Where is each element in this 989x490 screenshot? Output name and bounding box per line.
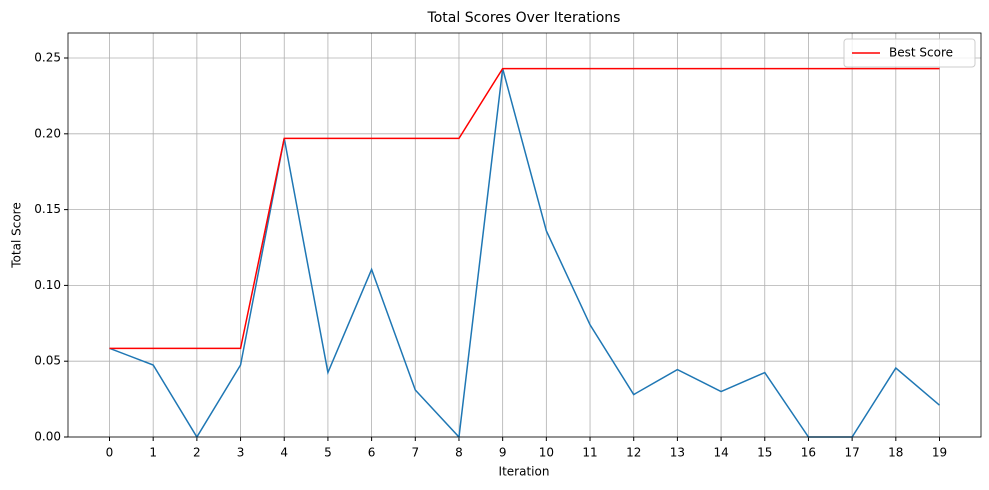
x-tick-label: 12 xyxy=(626,446,641,460)
line-series xyxy=(109,67,940,350)
y-tick-label: 0.15 xyxy=(34,202,61,216)
x-tick-label: 3 xyxy=(237,446,245,460)
y-tick-label: 0.10 xyxy=(34,278,61,292)
x-tick-label: 0 xyxy=(106,446,114,460)
x-tick-label: 9 xyxy=(499,446,507,460)
x-axis-label: Iteration xyxy=(499,465,550,479)
x-tick-label: 7 xyxy=(411,446,419,460)
x-tick-label: 4 xyxy=(280,446,288,460)
chart-title: Total Scores Over Iterations xyxy=(427,10,621,26)
x-tick-label: 13 xyxy=(670,446,685,460)
y-tick-label: 0.25 xyxy=(34,51,61,65)
x-tick-label: 14 xyxy=(713,446,728,460)
line-series xyxy=(109,68,940,439)
x-tick-label: 2 xyxy=(193,446,201,460)
x-tick-label: 6 xyxy=(368,446,376,460)
x-tick-label: 8 xyxy=(455,446,463,460)
legend-box xyxy=(843,38,976,68)
x-tick-label: 19 xyxy=(932,446,947,460)
x-tick-label: 17 xyxy=(844,446,859,460)
x-tick-label: 1 xyxy=(149,446,157,460)
x-tick-label: 10 xyxy=(539,446,554,460)
legend-label: Best Score xyxy=(889,46,953,60)
y-tick-label: 0.05 xyxy=(34,354,61,368)
plot-frame xyxy=(67,32,982,438)
y-axis-label: Total Score xyxy=(10,202,24,268)
x-tick-label: 16 xyxy=(801,446,816,460)
x-tick-label: 18 xyxy=(888,446,903,460)
x-tick-label: 11 xyxy=(582,446,597,460)
x-tick-label: 5 xyxy=(324,446,332,460)
x-tick-label: 15 xyxy=(757,446,772,460)
y-tick-label: 0.00 xyxy=(34,430,61,444)
y-tick-label: 0.20 xyxy=(34,126,61,140)
